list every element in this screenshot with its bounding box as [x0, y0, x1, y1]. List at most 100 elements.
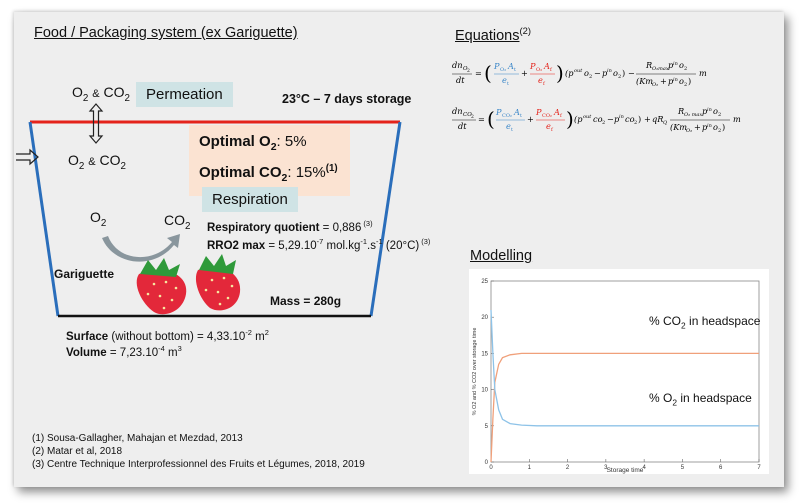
svg-text:in: in	[673, 61, 678, 67]
svg-text:+: +	[660, 76, 667, 86]
svg-text:in: in	[619, 114, 624, 120]
svg-text:(Km: (Km	[670, 122, 687, 132]
svg-text:(: (	[484, 61, 492, 85]
svg-text:(p: (p	[565, 68, 574, 78]
reference-3: (3) Centre Technique Interprofessionnel …	[32, 459, 365, 470]
svg-text:e: e	[538, 75, 543, 85]
svg-text:O₂: O₂	[500, 67, 506, 73]
svg-text:A: A	[513, 107, 520, 117]
svg-text:in: in	[607, 68, 612, 74]
y-axis-label: % O2 and % CO2 over storage time	[472, 328, 478, 416]
svg-text:=: =	[475, 68, 482, 78]
svg-text:2: 2	[684, 82, 687, 88]
svg-text:m: m	[733, 114, 741, 124]
svg-text:+: +	[521, 68, 528, 78]
slide: Food / Packaging system (ex Gariguette) …	[14, 12, 784, 487]
gariguette-label: Gariguette	[54, 267, 115, 281]
modelling-chart: 0 1 2 3 4 5 6 7 0 5 10 15 20 25 Storage time % O2 and %…	[469, 269, 769, 474]
equations-title: Equations(2)	[455, 25, 531, 44]
svg-text:2: 2	[718, 128, 721, 134]
x-tick-label: 3	[604, 465, 608, 471]
rro2-max: RRO2 max = 5,29.10-7 mol.kg-1.s-1 (20°C)…	[207, 237, 431, 252]
svg-text:+: +	[644, 114, 651, 124]
svg-text:dt: dt	[456, 75, 465, 85]
packaging-diagram	[16, 103, 402, 318]
svg-text:p: p	[668, 76, 674, 86]
svg-text:2: 2	[618, 74, 621, 80]
strawberry-1	[136, 258, 187, 315]
svg-text:O₂: O₂	[536, 67, 542, 73]
modelling-title: Modelling	[470, 248, 533, 264]
svg-text:in: in	[707, 123, 712, 129]
svg-text:2: 2	[718, 112, 721, 118]
x-tick-label: 2	[566, 465, 570, 471]
svg-text:−: −	[628, 68, 635, 78]
svg-text:O₂: O₂	[652, 82, 658, 88]
respiration-co2: CO2	[164, 212, 191, 232]
y-tick-label: 0	[485, 460, 489, 466]
right-wall	[369, 121, 402, 317]
svg-text:−: −	[607, 114, 614, 124]
x-tick-label: 5	[681, 465, 685, 471]
svg-text:f: f	[543, 81, 546, 87]
svg-text:e: e	[502, 75, 507, 85]
svg-text:2: 2	[471, 114, 474, 120]
svg-text:R: R	[677, 106, 684, 116]
svg-text:2: 2	[589, 74, 592, 80]
svg-text:+: +	[694, 122, 701, 132]
svg-text:m: m	[699, 68, 707, 78]
svg-text:o: o	[679, 76, 684, 86]
svg-text:O₂max: O₂max	[652, 66, 669, 72]
svg-text:2: 2	[684, 66, 687, 72]
surface-label: Surface (without bottom) = 4,33.10-2 m2	[66, 328, 269, 343]
svg-text:CO₂: CO₂	[502, 113, 512, 119]
svg-text:P: P	[529, 61, 536, 71]
svg-text:P: P	[495, 107, 502, 117]
svg-text:o: o	[713, 106, 718, 116]
svg-text:(: (	[487, 107, 495, 131]
permeation-arrow-horizontal	[16, 148, 39, 166]
svg-text:): )	[622, 68, 625, 78]
svg-text:t: t	[520, 113, 522, 119]
svg-text:t: t	[507, 81, 509, 87]
svg-text:R: R	[645, 60, 652, 70]
y-tick-label: 5	[485, 424, 489, 430]
svg-text:out: out	[583, 114, 592, 120]
svg-text:e: e	[546, 121, 551, 131]
svg-text:O₂: O₂	[686, 128, 692, 134]
svg-text:Q: Q	[663, 120, 667, 126]
modelling-chart-svg: 0 1 2 3 4 5 6 7 0 5 10 15 20 25 Storage time % O2 and %…	[472, 279, 761, 474]
svg-text:(Km: (Km	[636, 76, 653, 86]
svg-text:CO: CO	[463, 112, 472, 118]
svg-text:): )	[556, 61, 564, 85]
co2-series-line	[490, 352, 759, 463]
o2-series-label: % O2 in headspace	[649, 391, 752, 408]
svg-text:A: A	[507, 61, 514, 71]
svg-text:2: 2	[634, 120, 637, 126]
gas-exchange-label-top: O2 & CO2	[72, 84, 130, 104]
volume-label: Volume = 7,23.10-4 m3	[66, 344, 182, 359]
reference-2: (2) Matar et al, 2018	[32, 446, 123, 457]
svg-text:p: p	[702, 106, 708, 116]
respiration-o2: O2	[90, 209, 107, 229]
svg-text:A: A	[553, 107, 560, 117]
svg-text:o: o	[584, 68, 589, 78]
svg-text:dt: dt	[458, 121, 467, 131]
svg-text:f: f	[560, 113, 563, 119]
respiration-label: Respiration	[202, 187, 298, 212]
x-tick-label: 0	[489, 465, 493, 471]
x-axis-label: Storage time	[607, 467, 644, 474]
permeation-arrow-vertical	[88, 103, 104, 144]
svg-text:dn: dn	[452, 60, 463, 70]
svg-text:A: A	[543, 61, 550, 71]
svg-text:p: p	[614, 114, 620, 124]
y-tick-label: 15	[481, 351, 488, 357]
svg-text:): )	[638, 114, 641, 124]
x-tick-label: 1	[528, 465, 532, 471]
svg-text:qR: qR	[652, 114, 663, 124]
gas-exchange-label-left: O2 & CO2	[68, 152, 126, 172]
svg-text:t: t	[514, 67, 516, 73]
svg-text:CO₂: CO₂	[542, 113, 552, 119]
svg-text:dn: dn	[452, 106, 463, 116]
